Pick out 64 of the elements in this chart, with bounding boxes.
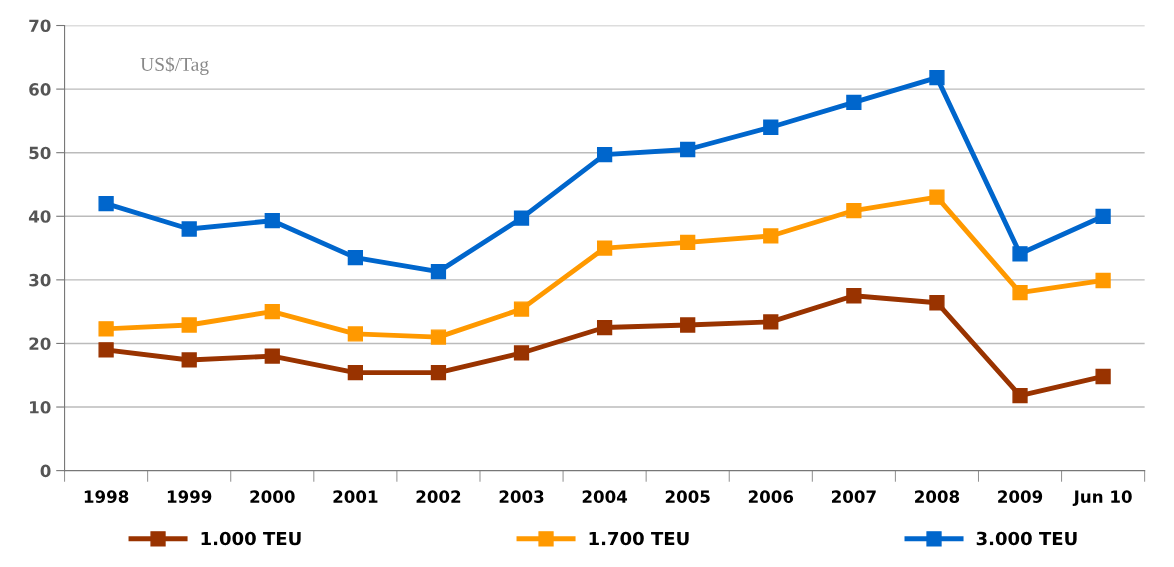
- point: [763, 228, 779, 244]
- x-tick-label: 2003: [499, 490, 544, 503]
- y-tick-label: 60: [29, 83, 51, 96]
- x-tick-label: 2001: [333, 490, 378, 503]
- point: [513, 301, 530, 317]
- x-tick-label: 2008: [915, 490, 960, 503]
- x-tick-label: 2006: [748, 490, 794, 503]
- y-tick-label: 0: [40, 464, 51, 478]
- x-tick-label: 1999: [167, 490, 212, 503]
- point: [181, 317, 197, 333]
- point: [430, 329, 447, 345]
- y-tick-label: 50: [29, 146, 51, 160]
- x-tick-label: 2004: [582, 490, 628, 503]
- point: [1012, 246, 1028, 262]
- point: [98, 195, 114, 212]
- y-tick-label: 40: [28, 210, 51, 223]
- point: [846, 288, 862, 304]
- x-tick-label: 2007: [831, 490, 876, 503]
- x-tick-label: Jun 10: [1072, 490, 1132, 507]
- point: [846, 94, 862, 111]
- point: [846, 202, 862, 219]
- point: [1095, 368, 1111, 385]
- point: [1095, 272, 1111, 289]
- point: [347, 365, 364, 381]
- x-tick-label: 2000: [250, 490, 295, 503]
- y-tick-label: 20: [29, 337, 51, 351]
- x-tick-label: 2002: [416, 490, 461, 503]
- point: [1012, 284, 1028, 301]
- point: [513, 345, 530, 361]
- point: [596, 319, 613, 336]
- point: [98, 321, 114, 337]
- legend-label: 1.700 TEU: [589, 531, 689, 546]
- y-tick-label: 70: [29, 19, 51, 33]
- point: [680, 234, 696, 250]
- point: [929, 295, 945, 311]
- point: [680, 141, 696, 158]
- point: [347, 326, 364, 342]
- point: [1012, 387, 1028, 404]
- x-tick-label: 2009: [998, 490, 1043, 503]
- point: [181, 352, 197, 368]
- point: [596, 146, 613, 163]
- legend-label: 3.000 TEU: [976, 531, 1077, 546]
- point: [181, 221, 197, 237]
- point: [264, 304, 280, 320]
- point: [264, 213, 280, 229]
- x-tick-label: 2005: [665, 490, 710, 503]
- point: [929, 70, 945, 86]
- point: [513, 210, 530, 226]
- point: [680, 317, 696, 333]
- point: [264, 348, 280, 364]
- point: [1095, 208, 1111, 224]
- point: [430, 365, 447, 381]
- legend-label: 1.000 TEU: [201, 531, 301, 546]
- point: [763, 314, 779, 330]
- point: [98, 342, 114, 358]
- point: [929, 189, 945, 205]
- point: [596, 240, 613, 256]
- y-tick-label: 30: [29, 273, 51, 287]
- point: [347, 249, 364, 266]
- point: [430, 263, 447, 280]
- point: [763, 119, 779, 135]
- x-tick-label: 1998: [84, 490, 129, 503]
- y-tick-label: 10: [30, 400, 51, 414]
- annotation: US$/Tag: [140, 56, 209, 75]
